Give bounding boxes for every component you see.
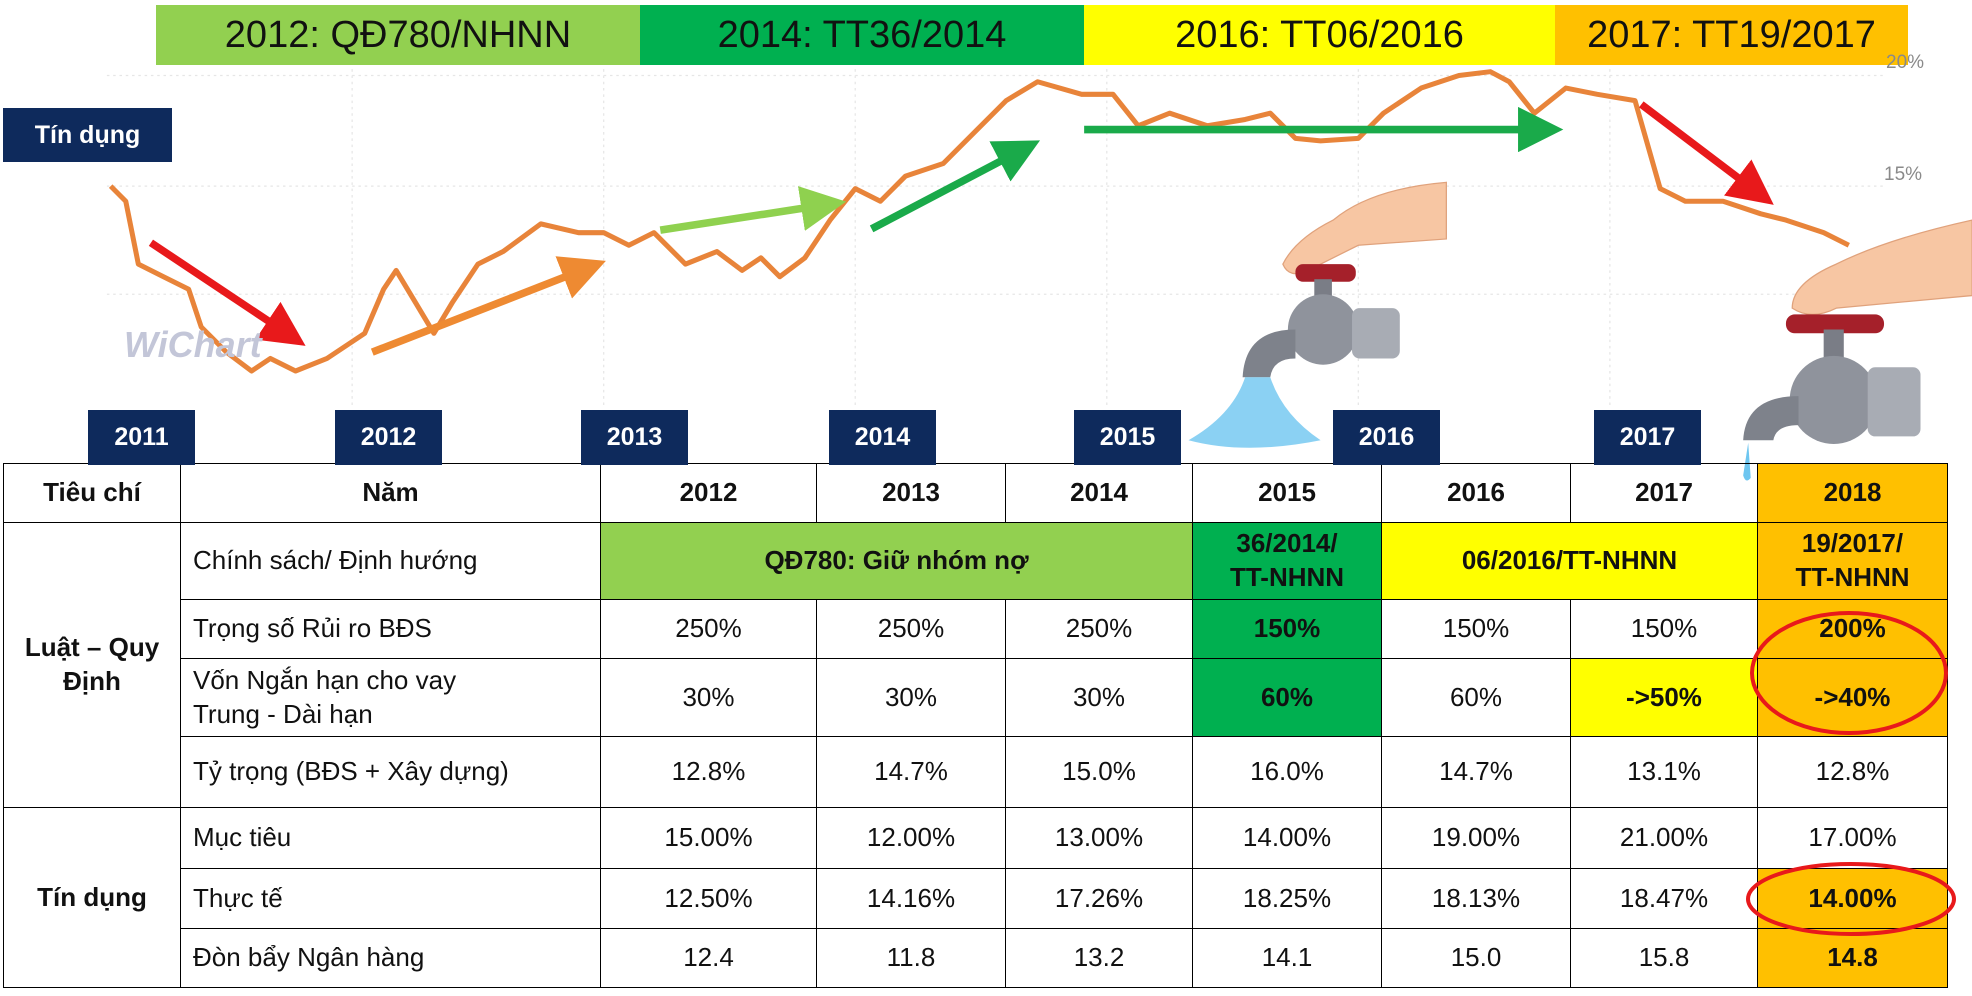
row-label: Thực tế — [180, 868, 601, 929]
chart-label: Tín dụng — [3, 108, 172, 162]
table-cell: 30% — [816, 658, 1006, 737]
group-cell: Luật – Quy Định — [3, 522, 181, 808]
table-cell: 06/2016/TT-NHNN — [1381, 522, 1758, 600]
table-cell: 200% — [1757, 599, 1948, 659]
table-cell: 16.0% — [1192, 736, 1382, 808]
table-cell: 36/2014/ TT-NHNN — [1192, 522, 1382, 600]
table-row: Đòn bẩy Ngân hàng 12.4 11.8 13.2 14.1 15.0 15.… — [4, 928, 1948, 988]
table-cell: 150% — [1192, 599, 1382, 659]
group-cell: Tín dụng — [3, 807, 181, 988]
table-row: Trọng số Rủi ro BĐS 250% 250% 250% 150% 150% 1… — [4, 599, 1948, 659]
header-cell: 2018 — [1757, 463, 1948, 523]
table-cell: 18.13% — [1381, 868, 1571, 929]
table-cell: 250% — [600, 599, 817, 659]
table-row: Vốn Ngắn hạn cho vay Trung - Dài hạn 30% 3… — [4, 658, 1948, 737]
header-cell: Tiêu chí — [3, 463, 181, 523]
table-row: Luật – Quy Định Chính sách/ Định hướng QĐ7… — [3, 522, 1948, 808]
table-cell: 14.8 — [1757, 928, 1948, 988]
table-cell: 60% — [1192, 658, 1382, 737]
year-label: 2011 — [88, 410, 195, 465]
year-label: 2015 — [1074, 410, 1181, 465]
header-cell: 2015 — [1192, 463, 1382, 523]
table-cell: 19/2017/ TT-NHNN — [1757, 522, 1948, 600]
table-cell: 18.25% — [1192, 868, 1382, 929]
row-label: Vốn Ngắn hạn cho vay Trung - Dài hạn — [180, 658, 601, 737]
table-cell: 19.00% — [1381, 807, 1571, 869]
table-cell: 12.4 — [600, 928, 817, 988]
table-cell: 150% — [1381, 599, 1571, 659]
year-label: 2016 — [1333, 410, 1440, 465]
table-cell: 14.7% — [816, 736, 1006, 808]
table-cell: QĐ780: Giữ nhóm nợ — [600, 522, 1193, 600]
table-cell: ->40% — [1757, 658, 1948, 737]
axis-label: 15% — [1884, 164, 1923, 185]
watermark: WiChart — [124, 324, 262, 365]
table-row: Tín dụng Mục tiêu 15.00% 12.00% 13.00% 14.00%… — [3, 807, 1948, 988]
table-cell: 30% — [600, 658, 817, 737]
header-cell: 2012 — [600, 463, 817, 523]
banner: 2014: TT36/2014 — [640, 5, 1084, 65]
table-cell: ->50% — [1570, 658, 1758, 737]
row-label: Mục tiêu — [180, 807, 601, 869]
table-cell: 12.8% — [1757, 736, 1948, 808]
table-cell: 17.26% — [1005, 868, 1193, 929]
header-cell: Năm — [180, 463, 601, 523]
table-cell: 15.0% — [1005, 736, 1193, 808]
table-cell: 250% — [1005, 599, 1193, 659]
row-label: Trọng số Rủi ro BĐS — [180, 599, 601, 659]
table-cell: 13.1% — [1570, 736, 1758, 808]
table-cell: 15.00% — [600, 807, 817, 869]
year-label: 2012 — [335, 410, 442, 465]
table-cell: 15.8 — [1570, 928, 1758, 988]
table-cell: 12.00% — [816, 807, 1006, 869]
header-cell: 2016 — [1381, 463, 1571, 523]
table-cell: 17.00% — [1757, 807, 1948, 869]
table-cell: 14.1 — [1192, 928, 1382, 988]
table-row: Tỷ trọng (BĐS + Xây dựng) 12.8% 14.7% 15.0%… — [4, 736, 1948, 808]
table-cell: 14.16% — [816, 868, 1006, 929]
table-cell: 14.7% — [1381, 736, 1571, 808]
table-cell: 15.0 — [1381, 928, 1571, 988]
table-row: Thực tế 12.50% 14.16% 17.26% 18.25% 18.13% 18.… — [4, 868, 1948, 929]
banner: 2017: TT19/2017 — [1555, 5, 1908, 65]
table-cell: 150% — [1570, 599, 1758, 659]
table-cell: 13.00% — [1005, 807, 1193, 869]
table-cell: 12.50% — [600, 868, 817, 929]
table-cell: 250% — [816, 599, 1006, 659]
header-cell: 2017 — [1570, 463, 1758, 523]
year-label: 2017 — [1594, 410, 1701, 465]
row-label: Tỷ trọng (BĐS + Xây dựng) — [180, 736, 601, 808]
table-cell: 14.00% — [1757, 868, 1948, 929]
table-cell: 30% — [1005, 658, 1193, 737]
axis-label: 20% — [1886, 52, 1925, 73]
year-label: 2013 — [581, 410, 688, 465]
table-cell: 12.8% — [600, 736, 817, 808]
table-cell: 18.47% — [1570, 868, 1758, 929]
table-cell: 21.00% — [1570, 807, 1758, 869]
table-cell: 13.2 — [1005, 928, 1193, 988]
table-cell: 60% — [1381, 658, 1571, 737]
header-cell: 2014 — [1005, 463, 1193, 523]
table: Tiêu chí Năm 2012 2013 2014 2015 2016 2017 2018 L… — [3, 463, 1948, 988]
header-cell: 2013 — [816, 463, 1006, 523]
table-cell: 14.00% — [1192, 807, 1382, 869]
banner: 2016: TT06/2016 — [1084, 5, 1555, 65]
table-row: Tiêu chí Năm 2012 2013 2014 2015 2016 2017 2018 — [3, 463, 1948, 523]
year-label: 2014 — [829, 410, 936, 465]
row-label: Đòn bẩy Ngân hàng — [180, 928, 601, 988]
banner: 2012: QĐ780/NHNN — [156, 5, 640, 65]
table-cell: 11.8 — [816, 928, 1006, 988]
row-label: Chính sách/ Định hướng — [180, 522, 601, 600]
